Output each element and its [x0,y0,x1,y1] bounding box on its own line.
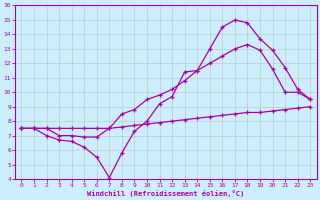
X-axis label: Windchill (Refroidissement éolien,°C): Windchill (Refroidissement éolien,°C) [87,190,244,197]
